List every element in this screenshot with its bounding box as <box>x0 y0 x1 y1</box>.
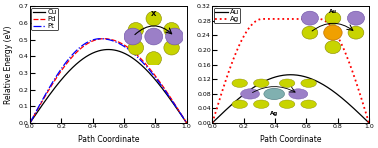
X-axis label: Path Coordinate: Path Coordinate <box>260 135 321 144</box>
X-axis label: Path Coordinate: Path Coordinate <box>77 135 139 144</box>
Y-axis label: Relative Energy (eV): Relative Energy (eV) <box>4 25 13 104</box>
Legend: Cu, Pd, Pt: Cu, Pd, Pt <box>31 8 58 30</box>
Legend: Au, Ag: Au, Ag <box>214 8 240 23</box>
